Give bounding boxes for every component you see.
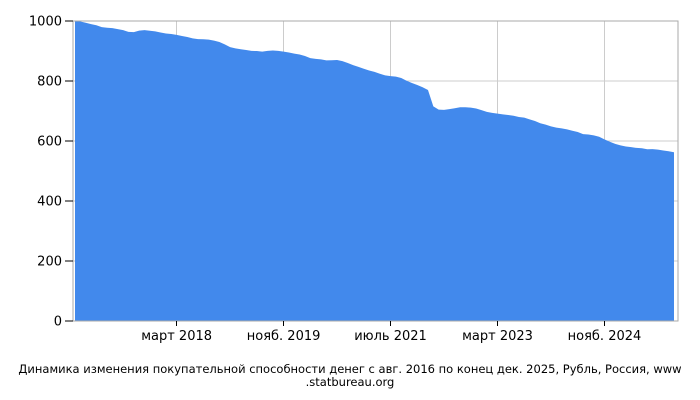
x-axis-label: март 2018	[141, 329, 212, 344]
y-axis-label: 800	[37, 75, 62, 90]
y-axis-label: 200	[37, 255, 62, 270]
y-axis-label: 600	[37, 135, 62, 150]
y-axis-label: 400	[37, 195, 62, 210]
plot-border	[72, 20, 679, 322]
y-axis-label: 0	[54, 315, 62, 330]
caption-line-2: .statbureau.org	[305, 375, 395, 389]
x-axis-label: нояб. 2019	[247, 329, 321, 344]
chart-caption: Динамика изменения покупательной способн…	[0, 363, 700, 389]
area-series	[75, 21, 674, 321]
x-axis-label: июль 2021	[354, 329, 427, 344]
y-axis-label: 1000	[29, 15, 62, 30]
x-axis-label: март 2023	[462, 329, 533, 344]
area-chart-canvas: 0 200 400 600 800 1000 март 2018 нояб. 2019 июль…	[28, 14, 679, 344]
x-axis-label: нояб. 2024	[568, 329, 642, 344]
caption-line-1: Динамика изменения покупательной способн…	[18, 362, 682, 376]
